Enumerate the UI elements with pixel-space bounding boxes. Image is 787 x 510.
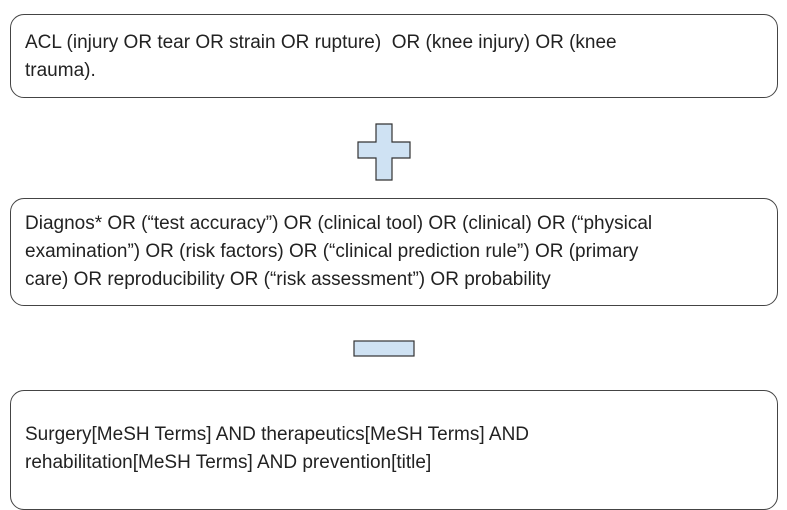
query-line: Diagnos* OR (“test accuracy”) OR (clinic…	[25, 213, 653, 234]
query-line: trauma).	[25, 60, 96, 81]
query-box: Surgery[MeSH Terms] AND therapeutics[MeS…	[10, 390, 778, 510]
query-line: examination”) OR (risk factors) OR (“cli…	[25, 241, 639, 262]
query-line: Surgery[MeSH Terms] AND therapeutics[MeS…	[25, 424, 530, 445]
query-box: ACL (injury OR tear OR strain OR rupture…	[10, 14, 778, 98]
query-box: Diagnos* OR (“test accuracy”) OR (clinic…	[10, 198, 778, 306]
query-line: ACL (injury OR tear OR strain OR rupture…	[25, 32, 617, 53]
plus-sign	[357, 123, 411, 181]
query-line: rehabilitation[MeSH Terms] AND preventio…	[25, 452, 432, 473]
query-line: care) OR reproducibility OR (“risk asses…	[25, 269, 551, 290]
page: ACL (injury OR tear OR strain OR rupture…	[10, 14, 778, 510]
minus-sign	[353, 340, 415, 357]
